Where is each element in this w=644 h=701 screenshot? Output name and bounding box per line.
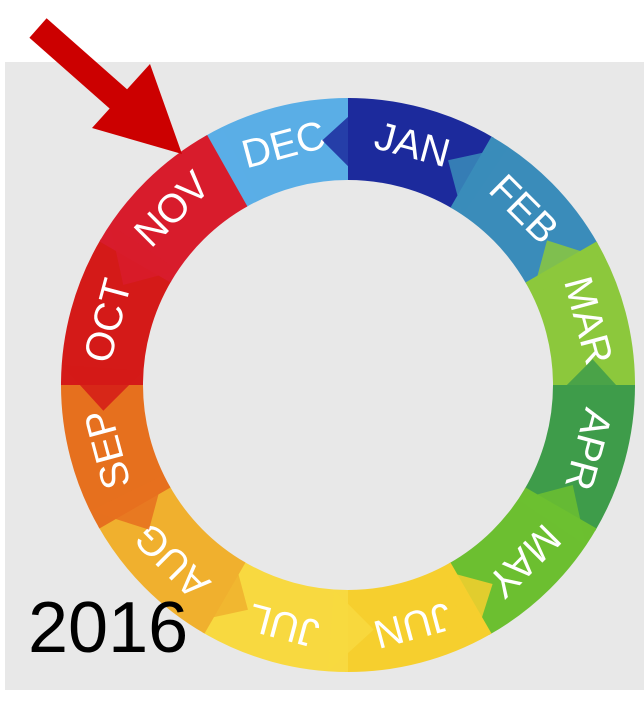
segment-fold <box>322 98 369 181</box>
segment-fold <box>437 569 493 643</box>
segment-fold <box>532 240 606 296</box>
segment-fold <box>110 224 179 285</box>
segment-fold <box>552 359 635 406</box>
pointer-arrow <box>29 18 182 154</box>
segment-fold <box>61 364 144 411</box>
arrow-head <box>92 64 182 154</box>
segment-fold <box>517 485 586 546</box>
segment-fold <box>448 147 509 216</box>
segment-fold <box>90 474 164 530</box>
segment-fold <box>187 554 248 623</box>
segment-fold <box>327 589 374 672</box>
year-label: 2016 <box>28 588 188 668</box>
